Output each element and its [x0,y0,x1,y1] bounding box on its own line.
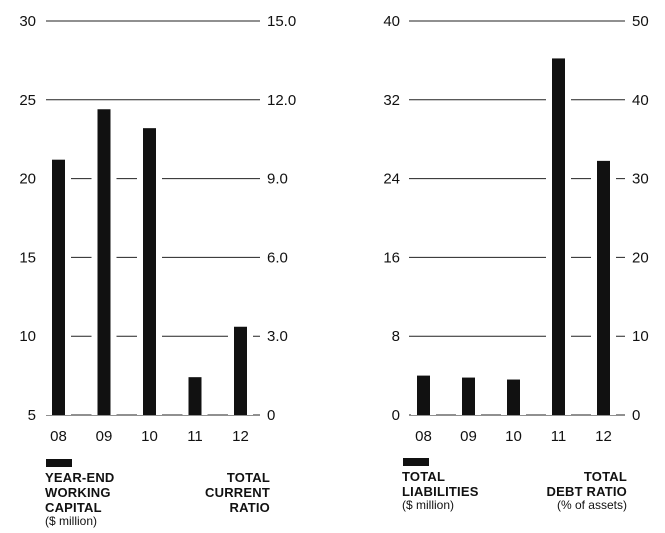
chart-2-left-tick-label-1: 40 [383,13,400,30]
legend-liabilities-unit: ($ million) [402,498,455,512]
chart-1-left-tick-label-4: 15 [19,249,36,266]
chart-1-left-tick-label-3: 20 [19,171,36,188]
chart-2-bar-10 [507,379,520,415]
chart-2-bar-12 [597,160,610,415]
chart-1-right-tick-label-2: 12.0 [267,92,296,109]
chart-2-left-tick-label-5: 8 [392,328,400,345]
chart-2-left-tick-label-4: 16 [383,249,400,266]
chart-2-bar-11 [552,58,565,416]
chart-2-category-label-12: 12 [595,428,612,445]
chart-1-left-tick-label-5: 10 [19,328,36,345]
chart-2-category-label-09: 09 [460,428,477,445]
legend-current-ratio-line-2: CURRENT [205,485,270,500]
chart-1-bar-10 [143,128,156,415]
chart-1-bar-09 [97,109,111,416]
chart-1-bar-08 [52,159,65,415]
chart-1-category-label-09: 09 [96,428,113,445]
chart-1-category-label-12: 12 [232,428,249,445]
chart-1-bar-12 [234,326,247,415]
chart-1-right-tick-label-4: 6.0 [267,249,288,266]
chart-1-bar-11 [188,377,202,415]
legend-swatch-liabilities [403,458,429,466]
chart-1-category-label-08: 08 [50,428,67,445]
legend-liabilities: TOTAL LIABILITIES ($ million) [402,469,522,512]
chart-1-category-label-11: 11 [187,428,203,445]
legend-swatch-working-capital [46,459,72,467]
chart-2-left-tick-label-2: 32 [383,92,400,109]
chart-2-category-label-11: 11 [551,428,567,445]
chart-2-right-tick-label-2: 40 [632,92,649,109]
legend-current-ratio-line-3: RATIO [229,500,270,515]
chart-1-right-tick-label-3: 9.0 [267,171,288,188]
chart-2-category-label-08: 08 [415,428,432,445]
legend-debt-ratio-line-1: TOTAL [583,469,627,484]
chart-1-right-tick-label-5: 3.0 [267,328,288,345]
chart-2-right-tick-label-1: 50 [632,13,649,30]
chart-1-right-tick-label-1: 15.0 [267,13,296,30]
chart-1-left-tick-label-2: 25 [19,92,36,109]
chart-2-right-tick-label-4: 20 [632,249,649,266]
legend-working-capital: YEAR-END WORKING CAPITAL ($ million) [45,470,165,528]
chart-2-right-tick-label-3: 30 [632,171,649,188]
chart-2-left-tick-label-3: 24 [383,171,400,188]
chart-2-left-tick-label-6: 0 [392,407,400,424]
chart-1-right-tick-label-6: 0 [267,407,275,424]
legend-working-capital-unit: ($ million) [45,514,98,528]
chart-2-bar-09 [462,377,475,415]
chart-2-right-tick-label-5: 10 [632,328,649,345]
chart-1-left-tick-label-6: 5 [28,407,36,424]
chart-2-right-tick-label-6: 0 [632,407,640,424]
chart-2-bar-08 [417,375,430,415]
legend-debt-ratio: TOTAL DEBT RATIO (% of assets) [510,469,627,512]
legend-debt-ratio-unit: (% of assets) [556,498,627,512]
chart-1-category-label-10: 10 [141,428,158,445]
legend-current-ratio: TOTAL CURRENT RATIO [170,470,270,515]
legend-liabilities-line-2: LIABILITIES [402,484,479,499]
legend-working-capital-line-3: CAPITAL [45,500,102,515]
chart-1-left-tick-label-1: 30 [19,13,36,30]
legend-working-capital-line-1: YEAR-END [45,470,115,485]
legend-liabilities-line-1: TOTAL [402,469,446,484]
legend-debt-ratio-line-2: DEBT RATIO [546,484,627,499]
chart-2-category-label-10: 10 [505,428,522,445]
legend-working-capital-line-2: WORKING [45,485,111,500]
legend-current-ratio-line-1: TOTAL [226,470,270,485]
